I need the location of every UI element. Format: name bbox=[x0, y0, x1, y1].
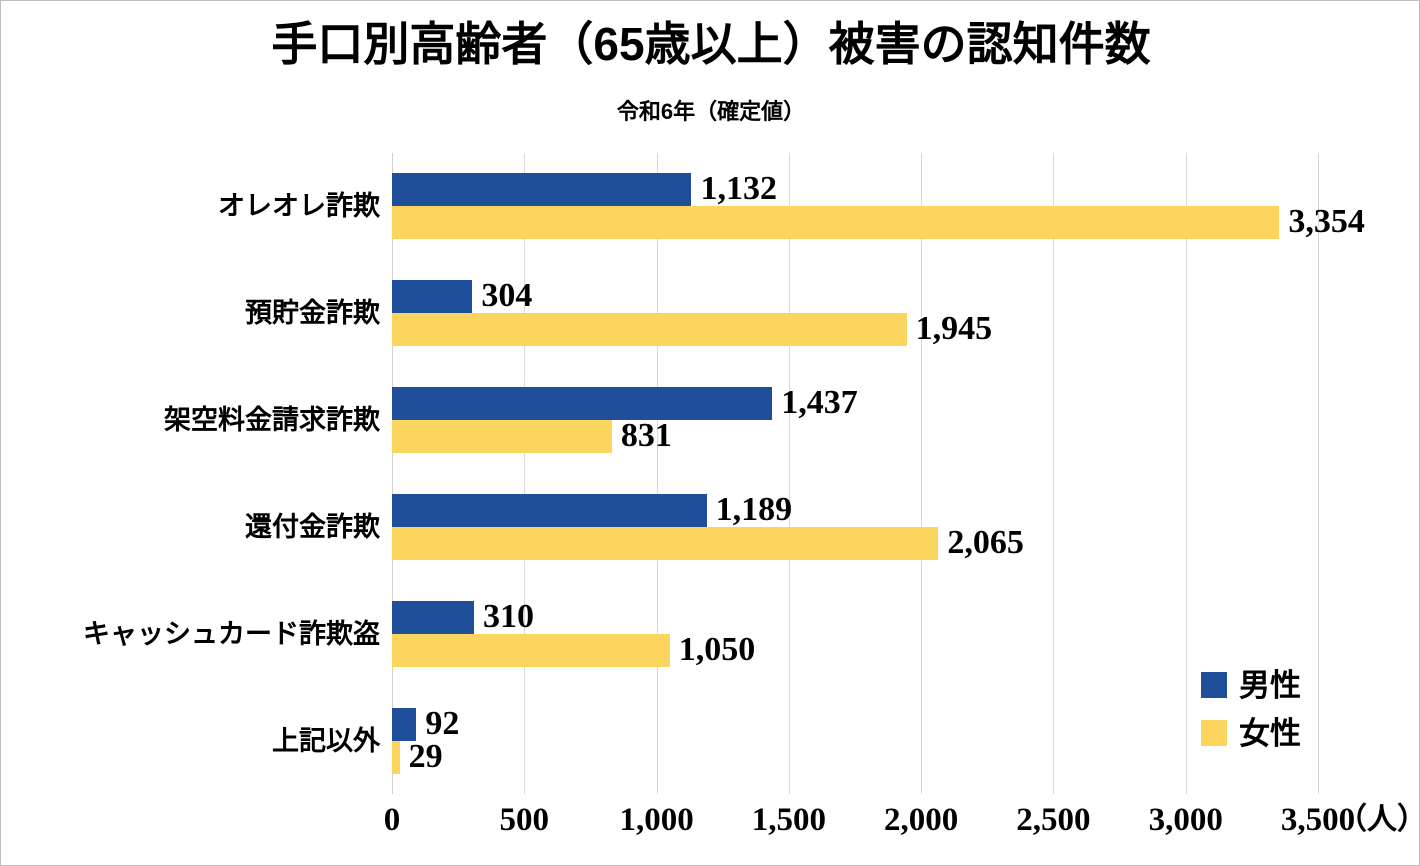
bar-male-5 bbox=[392, 707, 417, 741]
bar-value-label-male-0: 1,132 bbox=[700, 170, 777, 208]
legend-label: 女性 bbox=[1239, 715, 1301, 751]
bar-value-label-female-0: 3,354 bbox=[1288, 203, 1365, 241]
category-label-0: オレオレ詐欺 bbox=[218, 191, 380, 222]
x-tick-3000: 3,000 bbox=[1148, 802, 1223, 838]
category-label-4: キャッシュカード詐欺盗 bbox=[83, 618, 380, 649]
gridline-500 bbox=[524, 153, 526, 794]
x-tick-1000: 1,000 bbox=[619, 802, 694, 838]
chart-subtitle: 令和6年（確定値） bbox=[616, 99, 806, 124]
chart-title: 手口別高齢者（65歳以上）被害の認知件数 bbox=[271, 18, 1151, 70]
bar-female-2 bbox=[392, 420, 612, 454]
legend: 男性 女性 bbox=[1201, 661, 1341, 757]
legend-label: 男性 bbox=[1239, 667, 1301, 703]
bar-male-4 bbox=[392, 600, 475, 634]
bar-male-1 bbox=[392, 280, 473, 314]
bar-value-label-female-4: 1,050 bbox=[678, 630, 756, 668]
category-label-5: 上記以外 bbox=[272, 725, 380, 756]
bar-value-label-male-5: 92 bbox=[425, 704, 460, 742]
legend-item-male[interactable]: 男性 bbox=[1201, 661, 1341, 709]
x-axis: 0 500 1,000 1,500 2,000 2,500 3,000 3,500 （人） bbox=[1, 800, 1420, 850]
x-axis-unit-label: （人） bbox=[1337, 803, 1420, 836]
category-label-3: 還付金詐欺 bbox=[245, 511, 380, 542]
bar-male-2 bbox=[392, 387, 773, 421]
x-tick-3500: 3,500 bbox=[1280, 802, 1356, 838]
gridline-0 bbox=[392, 153, 393, 794]
x-tick-2500: 2,500 bbox=[1016, 802, 1091, 838]
bar-value-label-female-5: 29 bbox=[408, 737, 443, 775]
category-label-1: 預貯金詐欺 bbox=[245, 298, 380, 329]
legend-item-female[interactable]: 女性 bbox=[1201, 709, 1341, 757]
bar-value-label-female-2: 831 bbox=[620, 417, 672, 455]
gridline-1500 bbox=[788, 153, 790, 794]
x-tick-500: 500 bbox=[499, 802, 550, 838]
bar-female-5 bbox=[392, 740, 400, 774]
legend-swatch-icon-male bbox=[1201, 672, 1227, 698]
gridline-3500 bbox=[1318, 153, 1319, 794]
x-tick-2000: 2,000 bbox=[884, 802, 959, 838]
bar-male-3 bbox=[392, 493, 707, 527]
bar-male-0 bbox=[392, 173, 692, 207]
bar-female-0 bbox=[392, 206, 1280, 240]
bar-female-1 bbox=[392, 313, 907, 347]
bar-value-label-male-1: 304 bbox=[481, 277, 533, 315]
gridline-1000 bbox=[656, 153, 658, 794]
bar-value-label-female-1: 1,945 bbox=[915, 310, 993, 348]
bar-female-4 bbox=[392, 633, 670, 667]
gridline-2000 bbox=[921, 153, 923, 794]
bar-female-3 bbox=[392, 526, 939, 560]
bar-value-label-female-3: 2,065 bbox=[947, 523, 1024, 561]
bar-value-label-male-2: 1,437 bbox=[781, 384, 858, 422]
x-tick-1500: 1,500 bbox=[751, 802, 826, 838]
plot-area: 1,132 3,354 304 1,945 1,437 831 1,189 2,065 310 1… bbox=[392, 153, 1365, 794]
category-axis: オレオレ詐欺預貯金詐欺架空料金請求詐欺還付金詐欺キャッシュカード詐欺盗上記以外 bbox=[1, 153, 380, 794]
gridline-2500 bbox=[1053, 153, 1055, 794]
bar-value-label-male-4: 310 bbox=[483, 597, 535, 635]
gridline-3000 bbox=[1185, 153, 1187, 794]
x-tick-0: 0 bbox=[383, 802, 401, 838]
bar-value-label-male-3: 1,189 bbox=[715, 490, 793, 528]
category-label-2: 架空料金請求詐欺 bbox=[164, 405, 380, 436]
legend-swatch-icon-female bbox=[1201, 720, 1227, 746]
